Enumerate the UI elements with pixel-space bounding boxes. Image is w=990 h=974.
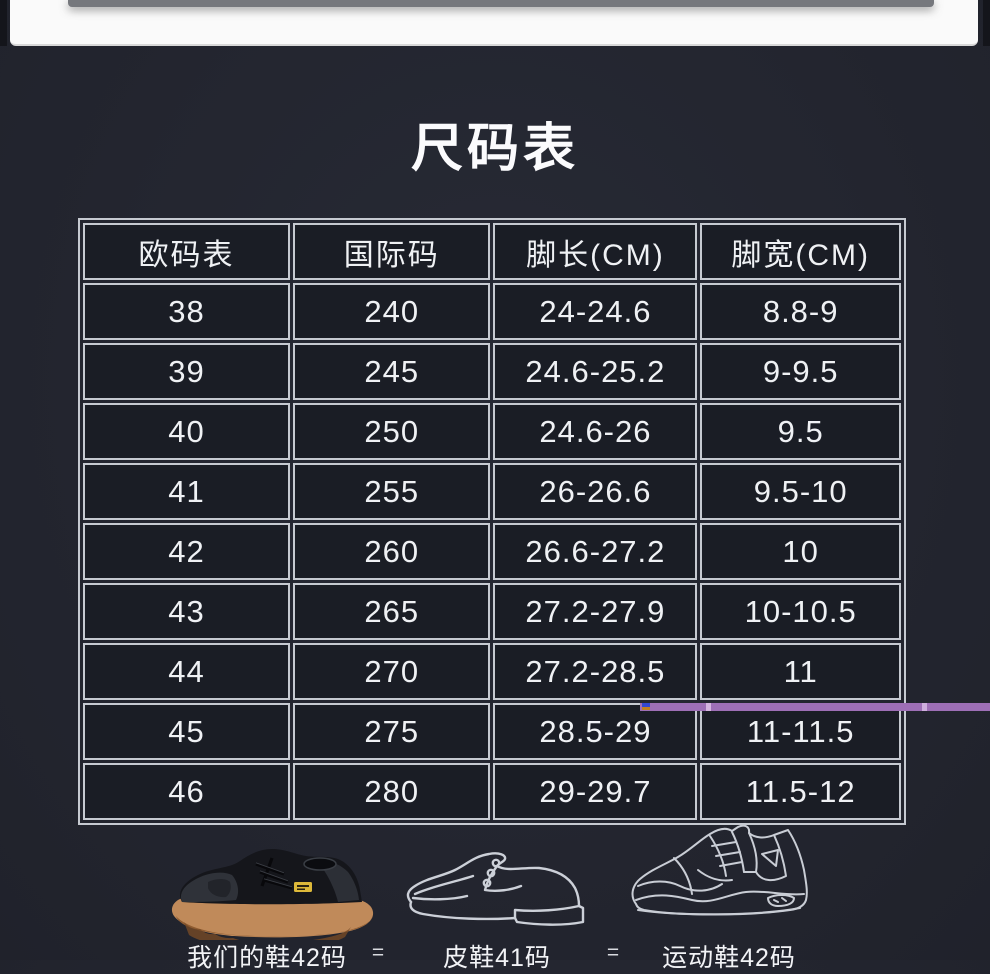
cell-foot-length: 26.6-27.2 [493,523,698,580]
cell-foot-width: 10-10.5 [700,583,901,640]
cell-intl-code: 240 [293,283,491,340]
page-title: 尺码表 [410,120,579,178]
table-row: 41 255 26-26.6 9.5-10 [83,463,901,520]
cell-eu-size: 40 [83,403,291,460]
cell-foot-length: 24.6-26 [493,403,698,460]
table-row: 46 280 29-29.7 11.5-12 [83,763,901,820]
cell-intl-code: 270 [293,643,491,700]
table-row: 42 260 26.6-27.2 10 [83,523,901,580]
cell-foot-length: 29-29.7 [493,763,698,820]
cell-foot-width: 11.5-12 [700,763,901,820]
cell-foot-width: 8.8-9 [700,283,901,340]
right-edge-shadow [983,0,990,46]
cell-intl-code: 260 [293,523,491,580]
cell-foot-length: 24.6-25.2 [493,343,698,400]
cell-foot-width: 11-11.5 [700,703,901,760]
cell-eu-size: 46 [83,763,291,820]
caption-dress-shoe: 皮鞋41码 [443,944,551,972]
cell-eu-size: 39 [83,343,291,400]
cell-eu-size: 41 [83,463,291,520]
table-row: 39 245 24.6-25.2 9-9.5 [83,343,901,400]
table-row: 38 240 24-24.6 8.8-9 [83,283,901,340]
glitch-light-tick [706,703,711,711]
glitch-orange-pixel [642,707,650,710]
header-eu-size: 欧码表 [83,223,291,280]
table-row: 44 270 27.2-28.5 11 [83,643,901,700]
cell-foot-width: 9.5-10 [700,463,901,520]
image-glitch-artifact [640,703,990,711]
glitch-light-tick [922,703,927,711]
cell-foot-length: 27.2-27.9 [493,583,698,640]
cell-foot-length: 27.2-28.5 [493,643,698,700]
cell-intl-code: 280 [293,763,491,820]
cell-intl-code: 265 [293,583,491,640]
table-row: 40 250 24.6-26 9.5 [83,403,901,460]
cell-foot-width: 9.5 [700,403,901,460]
cell-intl-code: 255 [293,463,491,520]
cell-foot-length: 26-26.6 [493,463,698,520]
cell-foot-length: 24-24.6 [493,283,698,340]
cell-eu-size: 45 [83,703,291,760]
glitch-blue-pixel [642,703,650,707]
table-row: 43 265 27.2-27.9 10-10.5 [83,583,901,640]
dress-shoe-outline-icon [406,852,585,926]
size-chart-table: 欧码表 国际码 脚长(CM) 脚宽(CM) 38 240 24-24.6 8.8… [78,218,906,825]
equals-sign: = [371,941,385,964]
header-foot-width: 脚宽(CM) [700,223,901,280]
size-table-body: 38 240 24-24.6 8.8-9 39 245 24.6-25.2 9-… [83,283,901,820]
previous-card-inner-bar [68,0,934,7]
cell-foot-width: 9-9.5 [700,343,901,400]
product-shoe-photo [171,849,374,940]
cell-foot-width: 11 [700,643,901,700]
cell-eu-size: 43 [83,583,291,640]
cell-eu-size: 42 [83,523,291,580]
caption-our-shoe: 我们的鞋42码 [187,944,347,972]
cell-foot-width: 10 [700,523,901,580]
table-header-row: 欧码表 国际码 脚长(CM) 脚宽(CM) [83,223,901,280]
left-edge-shadow [0,0,7,46]
cell-intl-code: 275 [293,703,491,760]
table-row: 45 275 28.5-29 11-11.5 [83,703,901,760]
sneaker-outline-icon [631,824,808,916]
cell-foot-length: 28.5-29 [493,703,698,760]
previous-card-bottom [10,0,978,46]
caption-sport-shoe: 运动鞋42码 [662,944,796,972]
cell-intl-code: 250 [293,403,491,460]
header-intl-code: 国际码 [293,223,491,280]
cell-eu-size: 44 [83,643,291,700]
equals-sign: = [606,941,620,964]
cell-intl-code: 245 [293,343,491,400]
header-foot-length: 脚长(CM) [493,223,698,280]
cell-eu-size: 38 [83,283,291,340]
